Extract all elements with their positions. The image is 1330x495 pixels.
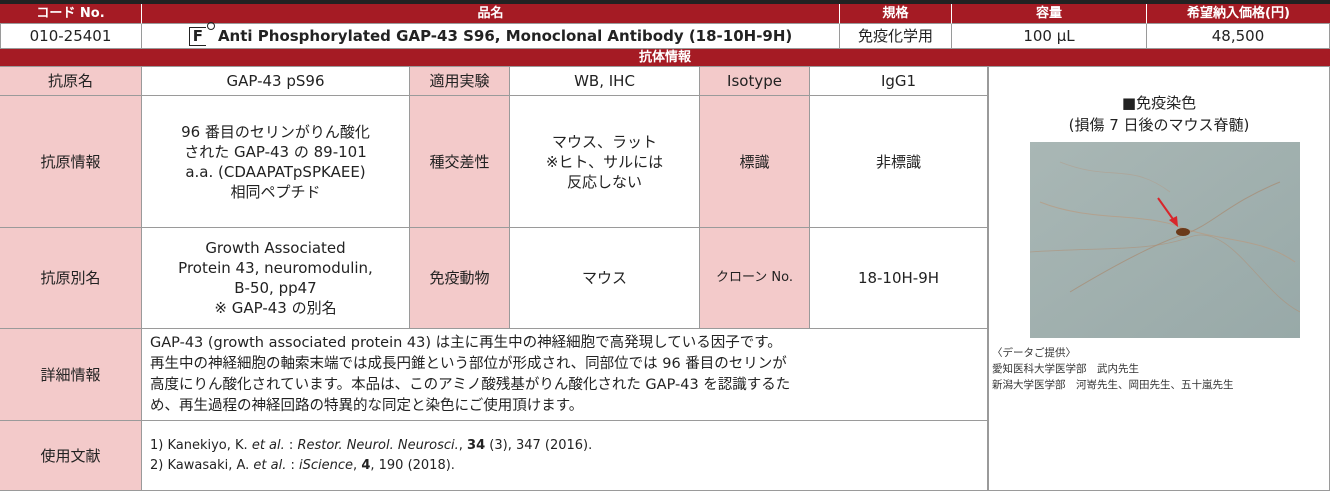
text-line: 再生中の神経細胞の軸索末端では成長円錐という部位が形成され、同部位では 96 番…: [150, 355, 787, 372]
product-code: 010-25401: [0, 24, 142, 49]
ref-volume: 4: [361, 457, 371, 473]
ref-text: ,: [458, 437, 468, 453]
label-cell: 使用文献: [0, 421, 142, 491]
header-cell: 規格: [840, 4, 952, 24]
text-line: a.a. (CDAAPATpSPKAEE): [185, 162, 366, 181]
value-cell: マウス: [510, 228, 700, 329]
value-cell: IgG1: [810, 67, 988, 96]
ref-journal: iScience: [299, 457, 354, 473]
fiber: [1059, 161, 1171, 193]
text-line: 高度にりん酸化されています。本品は、このアミノ酸残基がりん酸化された GAP-4…: [150, 376, 791, 393]
stained-cell: [1176, 228, 1190, 236]
product-volume: 100 μL: [952, 24, 1147, 49]
text-line: Protein 43, neuromodulin,: [178, 259, 373, 277]
arrow-shaft: [1157, 197, 1176, 223]
ref-text: 2) Kawasaki, A.: [150, 457, 254, 473]
label-cell: 詳細情報: [0, 329, 142, 421]
label-cell: 標識: [700, 96, 810, 228]
product-price: 48,500: [1147, 24, 1330, 49]
header-cell: 容量: [952, 4, 1147, 24]
text-line: Growth Associated: [205, 239, 346, 257]
fiber: [1030, 234, 1300, 313]
header-cell: コード No.: [0, 4, 142, 24]
text-line: された GAP-43 の 89-101: [184, 142, 367, 161]
value-cell: マウス、ラット ※ヒト、サルには 反応しない: [510, 96, 700, 228]
product-name-cell: F Anti Phosphorylated GAP-43 S96, Monocl…: [142, 21, 840, 49]
text-line: ※ GAP-43 の別名: [214, 299, 337, 317]
ref-journal: Restor. Neurol. Neurosci.: [297, 437, 459, 453]
text-line: GAP-43 (growth associated protein 43) は主…: [150, 334, 782, 351]
ref-italic: et al.: [251, 437, 285, 453]
ref-text: (3), 347 (2016).: [485, 437, 593, 453]
details-text: GAP-43 (growth associated protein 43) は主…: [142, 329, 988, 421]
value-cell: 非標識: [810, 96, 988, 228]
label-cell: 免疫動物: [410, 228, 510, 329]
label-cell: 適用実験: [410, 67, 510, 96]
value-cell: WB, IHC: [510, 67, 700, 96]
ref-text: :: [286, 457, 300, 473]
image-title: ■免疫染色: [1121, 94, 1197, 112]
icon-letter: F: [188, 26, 206, 46]
top-rule: [0, 0, 1330, 4]
text-line: マウス、ラット: [551, 132, 657, 151]
ref-text: ,: [353, 457, 362, 473]
image-subtitle: (損傷 7 日後のマウス脊髄): [1068, 116, 1250, 134]
text-line: 相同ペプチド: [230, 182, 321, 201]
label-cell: 抗原別名: [0, 228, 142, 329]
icon-circle: [206, 21, 215, 30]
text-line: 96 番目のセリンがりん酸化: [181, 122, 370, 141]
ref-text: 1) Kanekiyo, K.: [150, 437, 252, 453]
ref-italic: et al.: [253, 457, 287, 473]
label-cell: 抗原情報: [0, 96, 142, 228]
credit: 愛知医科大学医学部 武内先生: [992, 363, 1139, 375]
text-line: 反応しない: [566, 172, 642, 191]
text-line: ※ヒト、サルには: [545, 152, 664, 171]
label-cell: 種交差性: [410, 96, 510, 228]
reference: 1) Kanekiyo, K. et al. : Restor. Neurol.…: [150, 436, 592, 456]
value-cell: 18-10H-9H: [810, 228, 988, 329]
references: 1) Kanekiyo, K. et al. : Restor. Neurol.…: [142, 421, 988, 491]
label-cell: クローン No.: [700, 228, 810, 329]
header-cell: 希望納入価格(円): [1147, 4, 1330, 24]
ref-text: , 190 (2018).: [370, 457, 455, 473]
text-line: B-50, pp47: [234, 279, 317, 297]
fiber: [1039, 201, 1296, 263]
staining-photo: [1030, 142, 1300, 338]
credit: 新潟大学医学部 河嵜先生、岡田先生、五十嵐先生: [992, 379, 1234, 391]
product-name: Anti Phosphorylated GAP-43 S96, Monoclon…: [217, 27, 793, 45]
photo-background: [1030, 142, 1300, 338]
text-line: め、再生過程の神経回路の特異的な同定と染色にご使用頂けます。: [150, 397, 584, 414]
header-cell: 品名: [142, 4, 840, 24]
credit: 〈データご提供〉: [992, 347, 1076, 359]
label-cell: Isotype: [700, 67, 810, 96]
reference: 2) Kawasaki, A. et al. : iScience, 4, 19…: [150, 456, 455, 476]
fluorescent-icon: F: [188, 21, 215, 46]
value-cell: Growth Associated Protein 43, neuromoduli…: [142, 228, 410, 329]
section-title: 抗体情報: [0, 49, 1330, 67]
product-spec: 免疫化学用: [840, 24, 952, 49]
label-cell: 抗原名: [0, 67, 142, 96]
ref-volume: 34: [467, 437, 486, 453]
value-cell: GAP-43 pS96: [142, 67, 410, 96]
ref-text: :: [284, 437, 298, 453]
value-cell: 96 番目のセリンがりん酸化 された GAP-43 の 89-101 a.a. (C…: [142, 96, 410, 228]
arrow-head: [1169, 216, 1178, 227]
